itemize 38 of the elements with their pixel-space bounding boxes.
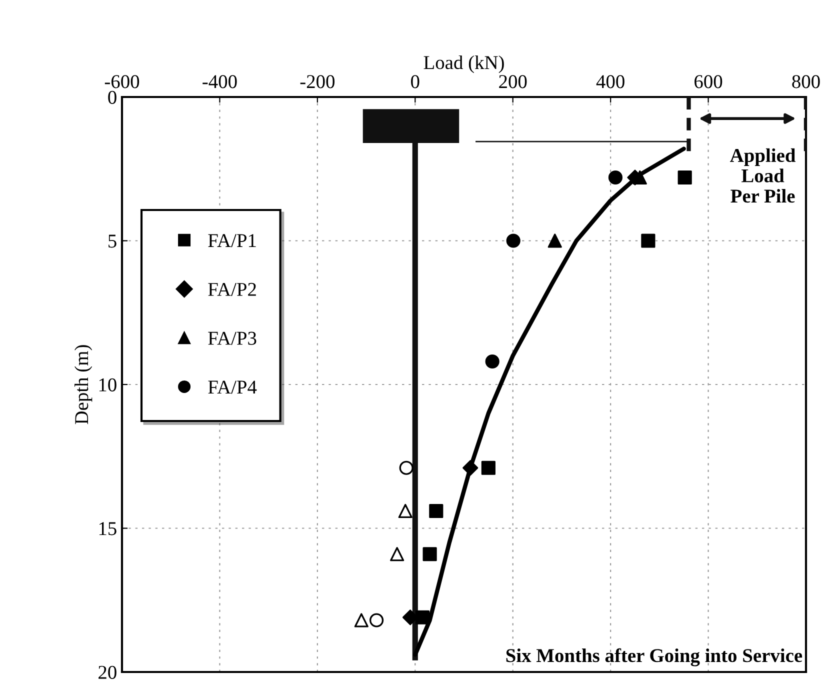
point: [506, 234, 520, 248]
x-axis-title: Load (kN): [424, 55, 504, 74]
x-tick-label: 0: [411, 75, 420, 88]
annotation: Applied Load Per Pile: [730, 148, 796, 203]
annotation: Six Months after Going into Service: [506, 648, 802, 666]
point: [415, 610, 430, 624]
point: [370, 613, 384, 628]
point: [485, 354, 500, 369]
legend-label: FA/P1: [208, 234, 256, 248]
x-tick-label: 600: [694, 75, 722, 88]
y-tick-label: 15: [99, 522, 116, 536]
x-tick-label: -600: [104, 75, 140, 88]
point: [354, 613, 368, 628]
point: [398, 504, 412, 518]
point: [481, 460, 496, 475]
y-tick-label: 0: [108, 90, 116, 104]
point: [390, 547, 404, 562]
x-tick-label: 400: [596, 75, 624, 88]
x-tick-label: -400: [202, 75, 237, 88]
point: [632, 170, 647, 185]
point: [399, 460, 414, 475]
x-tick-label: 200: [499, 75, 527, 88]
y-tick-label: 10: [99, 378, 116, 392]
point: [678, 170, 692, 185]
y-axis-title: Depth (m): [74, 345, 92, 424]
point: [608, 170, 623, 185]
point: [641, 234, 656, 248]
x-tick-label: -200: [300, 75, 335, 88]
y-tick-label: 5: [108, 234, 116, 248]
legend-label: FA/P2: [208, 282, 256, 296]
x-tick-label: 800: [792, 75, 820, 88]
point: [462, 460, 478, 476]
point: [429, 504, 444, 518]
legend-label: FA/P3: [208, 332, 256, 345]
point: [422, 547, 437, 562]
legend-label: FA/P4: [208, 380, 257, 394]
y-tick-label: 20: [98, 666, 116, 679]
point: [548, 234, 562, 248]
